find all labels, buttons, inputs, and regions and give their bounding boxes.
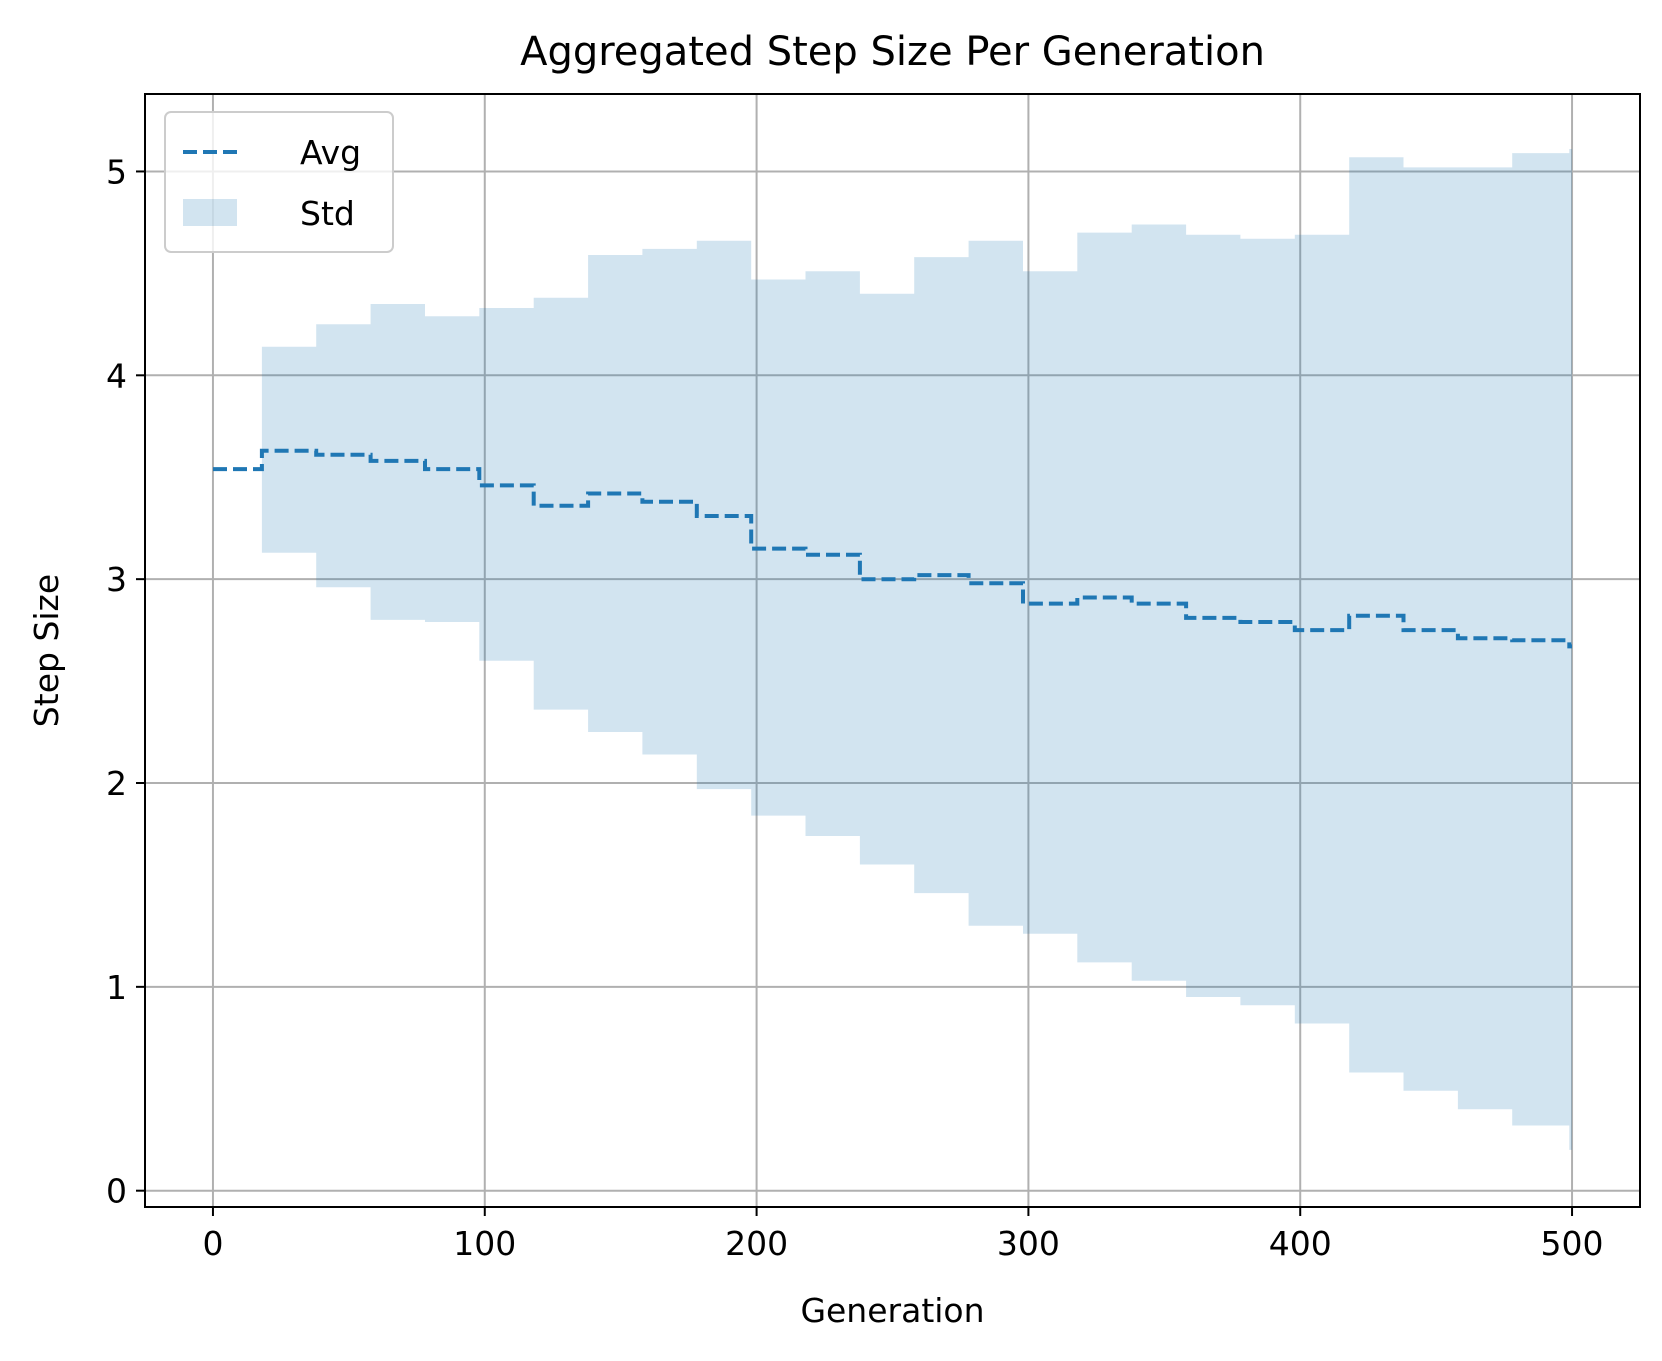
avg-line — [213, 448, 1572, 649]
legend-std-swatch — [183, 199, 237, 226]
y-axis-label: Step Size — [27, 574, 66, 727]
y-tick-label: 2 — [106, 764, 127, 803]
x-tick-label: 100 — [453, 1224, 516, 1263]
x-tick-label: 0 — [202, 1224, 223, 1263]
y-tick-label: 0 — [106, 1172, 127, 1211]
std-band — [213, 149, 1572, 1150]
axis-ticks: 0 100 200 300 400 500 0 1 2 3 4 5 — [106, 152, 1604, 1263]
avg-line-path — [213, 448, 1572, 649]
x-axis-label: Generation — [800, 1291, 984, 1330]
legend-avg-label: Avg — [300, 133, 361, 172]
legend-box — [164, 111, 394, 253]
x-tick-label: 400 — [1269, 1224, 1332, 1263]
x-tick-label: 200 — [725, 1224, 788, 1263]
chart-title: Aggregated Step Size Per Generation — [520, 29, 1265, 75]
legend-std-label: Std — [300, 194, 355, 233]
x-tick-label: 300 — [997, 1224, 1060, 1263]
std-band-area — [213, 149, 1572, 1150]
x-tick-label: 500 — [1541, 1224, 1604, 1263]
plot-frame — [144, 93, 1641, 1208]
y-tick-label: 4 — [106, 356, 127, 395]
legend: Avg Std — [164, 111, 394, 253]
y-tick-label: 3 — [106, 560, 127, 599]
y-tick-label: 5 — [106, 152, 127, 191]
y-tick-label: 1 — [106, 968, 127, 1007]
